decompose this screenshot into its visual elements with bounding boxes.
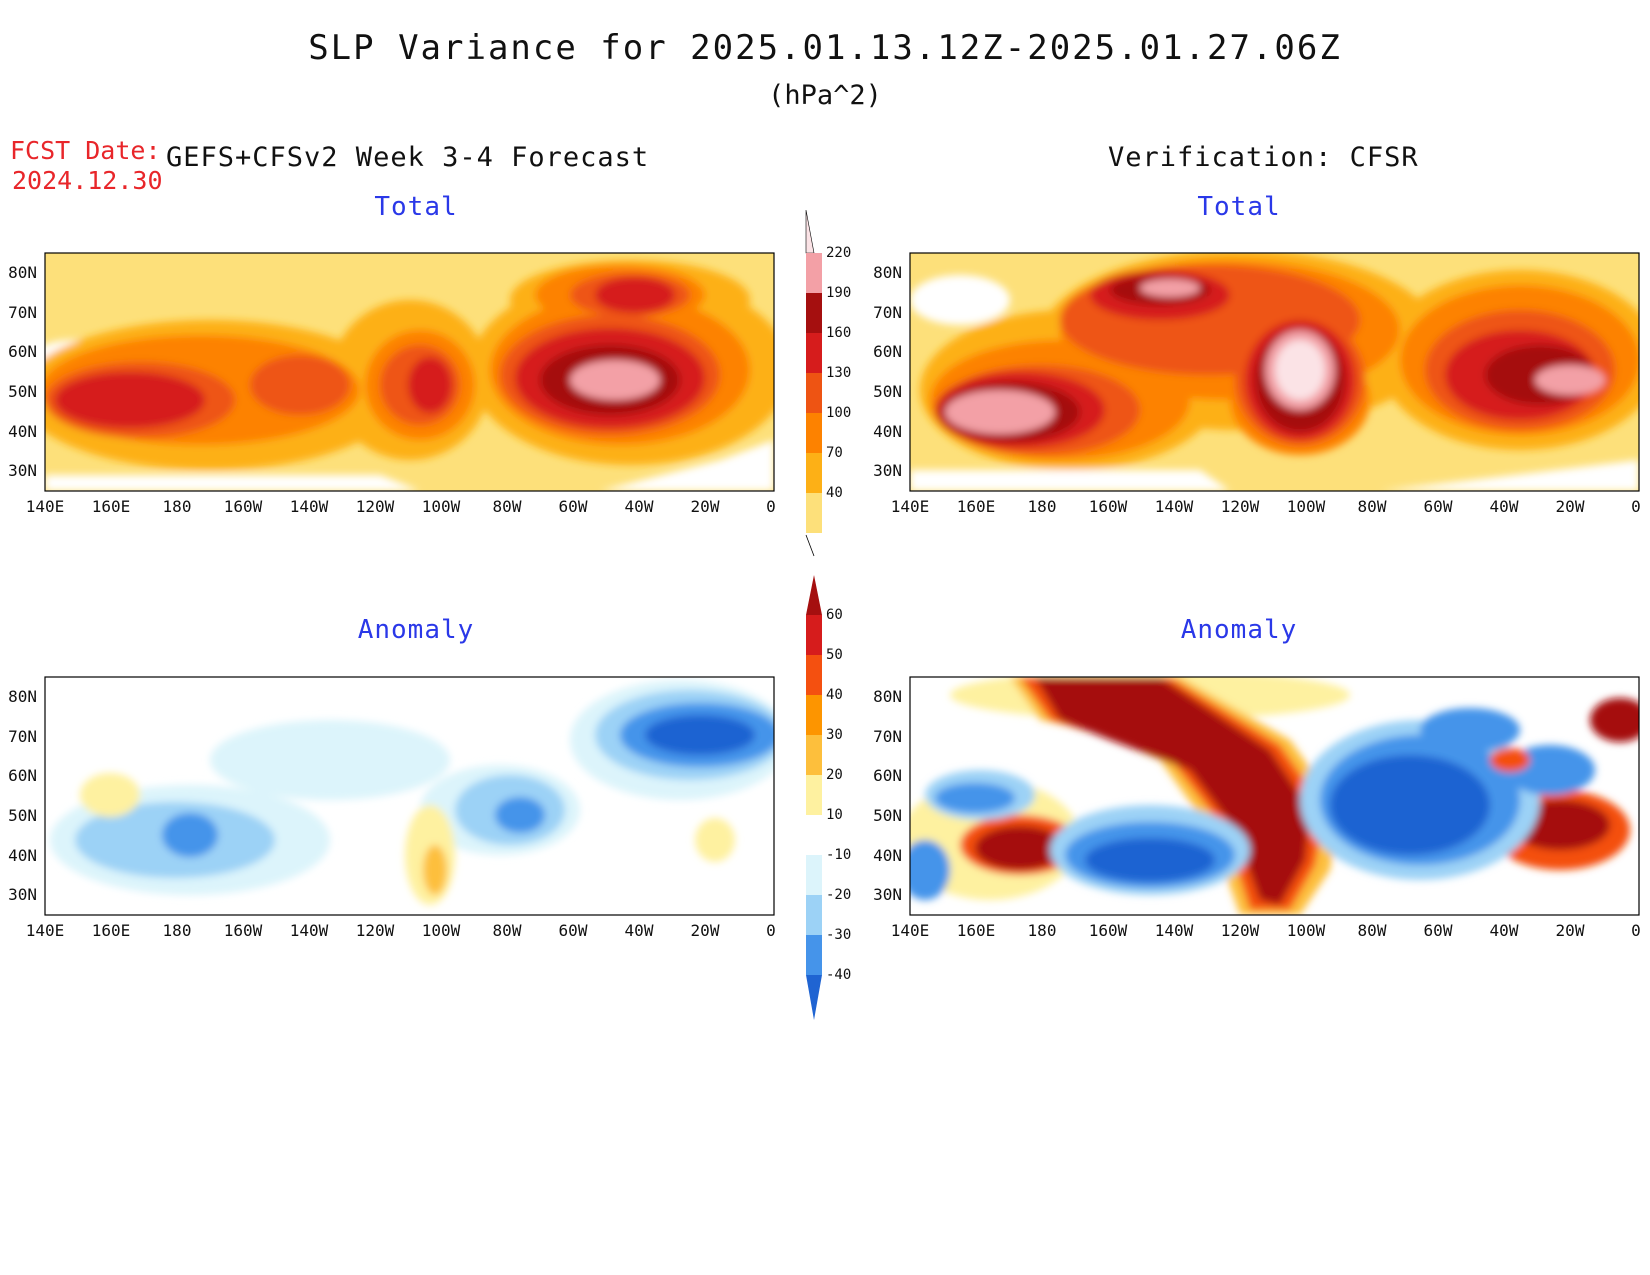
map-verification-anomaly	[873, 676, 1641, 940]
total-level: 70	[826, 445, 843, 461]
anomaly-colorbar: 60 50 40 30 20 10 -10 -20 -30 -40	[806, 575, 851, 1020]
total-level: 40	[826, 485, 843, 501]
anomaly-level: -30	[826, 927, 851, 943]
forecast-date-value: 2024.12.30	[12, 166, 163, 195]
map-forecast-anomaly	[8, 676, 776, 940]
anomaly-level: 40	[826, 687, 843, 703]
anomaly-level: 60	[826, 607, 843, 623]
anomaly-level: 10	[826, 807, 843, 823]
total-colorbar: 220 190 160 130 100 70 40	[805, 209, 851, 557]
forecast-source-header: GEFS+CFSv2 Week 3-4 Forecast	[166, 142, 650, 173]
forecast-date-label: FCST Date:	[10, 136, 161, 165]
total-level: 190	[826, 285, 851, 301]
anomaly-level: -10	[826, 847, 851, 863]
total-level: 100	[826, 405, 851, 421]
total-level: 130	[826, 365, 851, 381]
anomaly-level: -20	[826, 887, 851, 903]
anomaly-level: 20	[826, 767, 843, 783]
panel-title-forecast-total: Total	[374, 192, 458, 222]
total-level: 220	[826, 245, 851, 261]
map-forecast-total	[8, 252, 776, 516]
anomaly-level: -40	[826, 967, 851, 983]
figure-title: SLP Variance for 2025.01.13.12Z-2025.01.…	[308, 28, 1342, 68]
map-verification-total	[873, 252, 1641, 516]
panel-title-forecast-anomaly: Anomaly	[357, 615, 475, 645]
anomaly-level: 30	[826, 727, 843, 743]
total-level: 160	[826, 325, 851, 341]
verification-source-header: Verification: CFSR	[1108, 142, 1419, 173]
panel-title-verification-total: Total	[1197, 192, 1281, 222]
anomaly-level: 50	[826, 647, 843, 663]
panel-title-verification-anomaly: Anomaly	[1180, 615, 1298, 645]
figure-units: (hPa^2)	[768, 80, 882, 111]
